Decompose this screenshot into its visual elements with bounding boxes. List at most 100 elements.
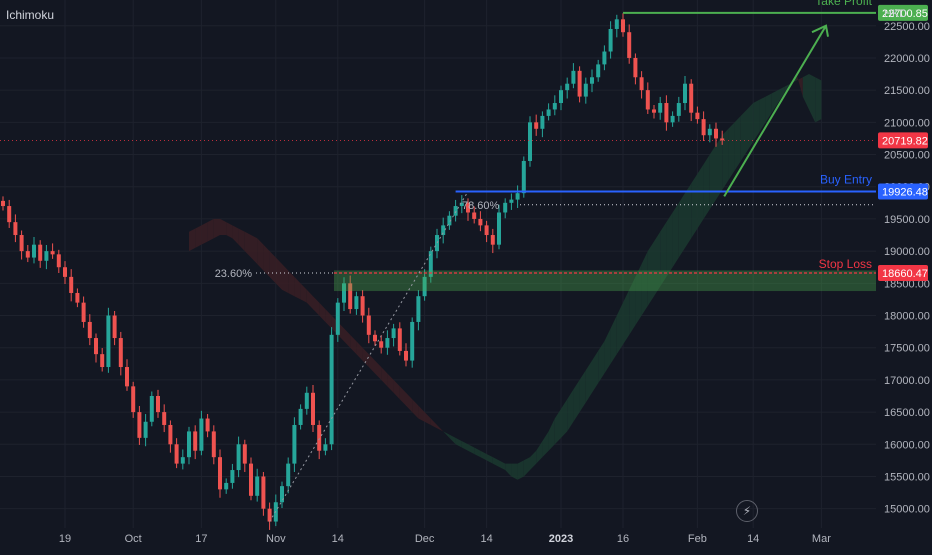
cloud-segment	[213, 218, 220, 239]
cloud-segment	[381, 367, 388, 387]
ichimoku-cloud	[189, 74, 822, 480]
cloud-segment	[406, 392, 413, 413]
y-tick-label: 17000.00	[884, 375, 930, 387]
candle-body	[391, 328, 396, 339]
candle-body	[156, 396, 160, 413]
cloud-segment	[778, 86, 785, 104]
cloud-segment	[300, 283, 307, 303]
cloud-segment	[592, 350, 599, 393]
cloud-segment	[759, 96, 766, 132]
candle-body	[484, 225, 489, 236]
cloud-segment	[722, 128, 729, 190]
cloud-segment	[418, 405, 425, 422]
cloud-segment	[666, 212, 673, 277]
candle-body	[69, 276, 74, 293]
cloud-segment	[802, 74, 809, 110]
cloud-segment	[232, 225, 239, 245]
candle-body	[633, 57, 638, 78]
x-tick-label: Mar	[812, 533, 831, 545]
candle-body	[292, 424, 297, 464]
candle-body	[267, 508, 272, 522]
cloud-segment	[635, 264, 642, 326]
y-tick-label: 18500.00	[884, 278, 930, 290]
cloud-segment	[740, 109, 747, 161]
candle-body	[118, 338, 123, 368]
currency-label: HKD	[884, 8, 908, 20]
candle-body	[676, 103, 681, 116]
candle-body	[583, 83, 588, 97]
y-tick-label: 17500.00	[884, 343, 930, 355]
cloud-segment	[288, 270, 295, 297]
candle-body	[354, 296, 359, 310]
candle-body	[224, 482, 229, 490]
cloud-segment	[313, 296, 320, 316]
candle-body	[87, 321, 92, 339]
candle-body	[379, 341, 384, 348]
grid	[0, 0, 876, 528]
cloud-segment	[784, 83, 791, 94]
candle-body	[670, 115, 675, 123]
cloud-segment	[641, 251, 648, 316]
candle-body	[218, 457, 222, 490]
cloud-segment	[294, 276, 301, 300]
cloud-segment	[517, 460, 524, 480]
candle-body	[658, 103, 663, 113]
cloud-segment	[486, 453, 493, 464]
cloud-segment	[703, 154, 710, 219]
cloud-segment	[678, 193, 685, 258]
cloud-segment	[275, 257, 282, 290]
candle-body	[162, 412, 167, 425]
cloud-segment	[201, 222, 208, 245]
candle-body	[503, 202, 508, 213]
candle-body	[335, 302, 340, 335]
candle-body	[19, 235, 24, 252]
candle-body	[608, 28, 613, 52]
cloud-segment	[375, 360, 382, 380]
candle-body	[149, 396, 154, 422]
stop-loss-label: Stop Loss	[819, 257, 872, 271]
cloud-segment	[430, 418, 437, 429]
candle-body	[311, 392, 315, 425]
y-tick-label: 22000.00	[884, 53, 930, 65]
candle-body	[304, 392, 309, 409]
y-axis[interactable]: 15000.00 15500.00 16000.00 16500.00 17000.00…	[876, 0, 932, 550]
x-axis[interactable]: 19 Oct 17 Nov 14 Dec 14 2023 16 Feb 14 Mar	[59, 533, 831, 545]
x-tick-label: 19	[59, 533, 71, 545]
candle-body	[143, 421, 148, 438]
candle-body	[515, 193, 520, 200]
cloud-segment	[251, 235, 258, 264]
cloud-segment	[220, 218, 227, 236]
candle-body	[571, 70, 576, 84]
cloud-segment	[691, 173, 698, 239]
candle-body	[13, 222, 18, 236]
candle-body	[249, 463, 253, 496]
take-profit-badge	[878, 4, 928, 21]
current-price-value: 20719.82	[882, 135, 928, 147]
candle-body	[521, 160, 526, 194]
cloud-segment	[685, 183, 692, 248]
cloud-segment	[796, 74, 803, 97]
candle-body	[428, 251, 433, 277]
indicator-name[interactable]: Ichimoku	[6, 8, 55, 22]
x-tick-label: 16	[617, 533, 629, 545]
candle-body	[528, 122, 532, 161]
candle-body	[639, 77, 644, 91]
candle-body	[317, 424, 322, 451]
cloud-segment	[350, 334, 357, 355]
y-tick-label: 20500.00	[884, 150, 930, 162]
cloud-segment	[189, 228, 196, 252]
cloud-segment	[616, 302, 623, 355]
y-tick-label: 19500.00	[884, 214, 930, 226]
lightning-icon[interactable]: ⚡	[736, 500, 758, 522]
y-tick-label: 22500.00	[884, 21, 930, 33]
cloud-segment	[226, 222, 233, 239]
candle-body	[230, 470, 235, 483]
cloud-segment	[709, 144, 716, 210]
candle-body	[81, 302, 86, 322]
candle-body	[211, 431, 216, 458]
cloud-segment	[548, 418, 555, 451]
cloud-segment	[561, 399, 568, 438]
cloud-segment	[672, 202, 679, 268]
